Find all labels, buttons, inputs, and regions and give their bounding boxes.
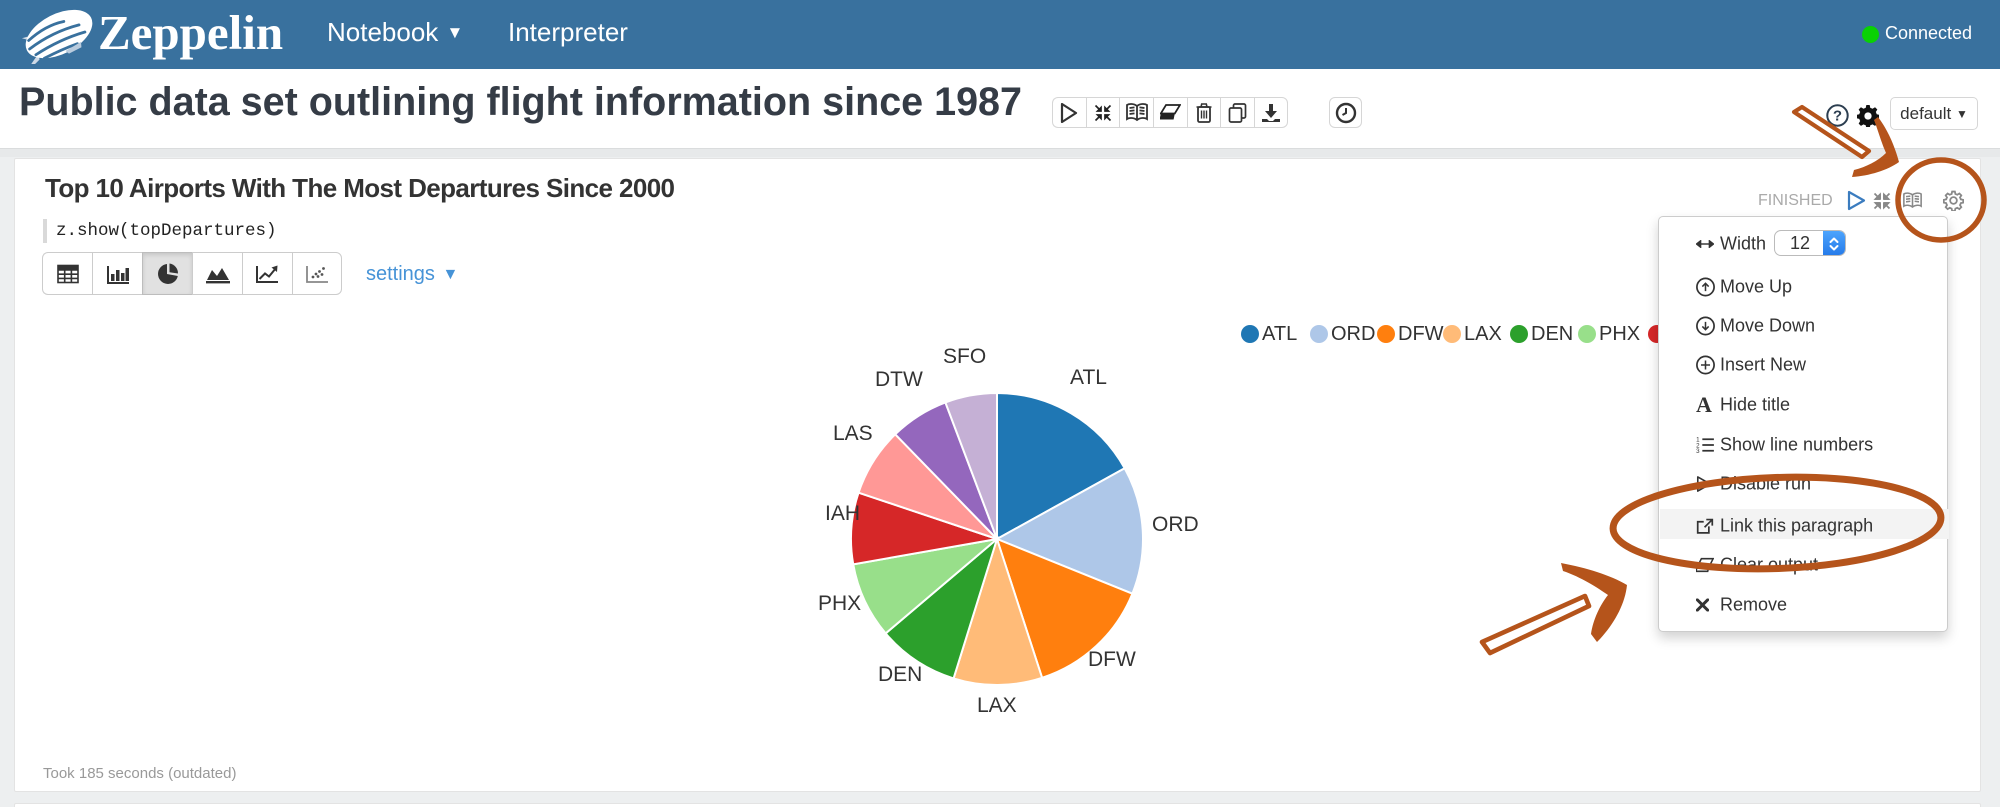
svg-text:1: 1 (1696, 437, 1700, 443)
svg-text:?: ? (1833, 108, 1842, 125)
svg-text:3: 3 (1696, 448, 1700, 453)
svg-text:2: 2 (1696, 442, 1700, 449)
